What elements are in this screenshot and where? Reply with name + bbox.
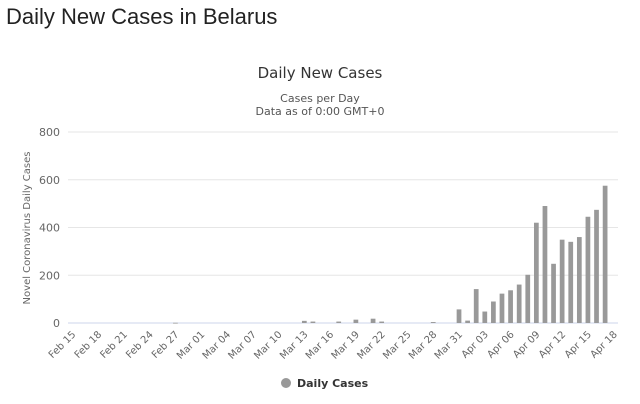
- bar[interactable]: [602, 185, 608, 323]
- chart-title: Daily New Cases: [258, 64, 383, 82]
- bar[interactable]: [551, 263, 556, 323]
- bar[interactable]: [559, 239, 565, 323]
- bar[interactable]: [456, 309, 462, 323]
- legend-label: Daily Cases: [297, 377, 369, 390]
- bar[interactable]: [585, 216, 591, 323]
- bar[interactable]: [542, 206, 548, 323]
- bar[interactable]: [430, 322, 436, 323]
- bar[interactable]: [379, 321, 385, 323]
- bar[interactable]: [525, 274, 531, 323]
- x-tick-label: Feb 24: [124, 329, 156, 361]
- y-tick-label: 0: [53, 317, 60, 330]
- legend-marker: [281, 378, 291, 388]
- x-tick-label: Apr 06: [485, 329, 516, 360]
- page-heading: Daily New Cases in Belarus: [6, 4, 278, 29]
- bar[interactable]: [336, 321, 342, 323]
- grid-lines: 0 200 400 600 800: [39, 126, 618, 330]
- bar[interactable]: [301, 320, 307, 323]
- y-tick-label: 600: [39, 174, 60, 187]
- bar[interactable]: [370, 318, 376, 323]
- x-tick-label: Apr 12: [537, 329, 568, 360]
- bar[interactable]: [499, 293, 505, 323]
- bar[interactable]: [465, 320, 470, 323]
- y-tick-label: 400: [39, 222, 60, 235]
- legend[interactable]: Daily Cases: [281, 377, 369, 390]
- bar[interactable]: [516, 284, 522, 323]
- bar[interactable]: [576, 237, 582, 323]
- x-tick-label: Feb 15: [47, 329, 79, 361]
- y-tick-label: 200: [39, 269, 60, 282]
- x-tick-label: Apr 18: [589, 329, 620, 360]
- x-tick-label: Apr 03: [460, 329, 491, 360]
- chart-subtitle-1: Cases per Day: [280, 92, 360, 105]
- y-axis-label: Novel Coronavirus Daily Cases: [22, 152, 33, 305]
- bar[interactable]: [482, 311, 488, 323]
- bar[interactable]: [173, 322, 178, 324]
- bar[interactable]: [533, 222, 539, 323]
- bars: [173, 185, 608, 324]
- x-tick-label: Mar 31: [433, 329, 465, 361]
- chart-subtitle-2: Data as of 0:00 GMT+0: [256, 105, 385, 118]
- bar[interactable]: [353, 319, 359, 323]
- x-tick-label: Feb 18: [73, 329, 105, 361]
- bar[interactable]: [491, 301, 496, 323]
- y-tick-label: 800: [39, 126, 60, 139]
- x-tick-label: Apr 15: [563, 329, 594, 360]
- bar[interactable]: [508, 290, 513, 323]
- x-tick-label: Feb 21: [98, 329, 130, 361]
- bar[interactable]: [594, 209, 599, 323]
- x-tick-label: Apr 09: [511, 329, 542, 360]
- bar[interactable]: [568, 241, 574, 323]
- bar[interactable]: [310, 321, 316, 323]
- bar[interactable]: [473, 289, 479, 323]
